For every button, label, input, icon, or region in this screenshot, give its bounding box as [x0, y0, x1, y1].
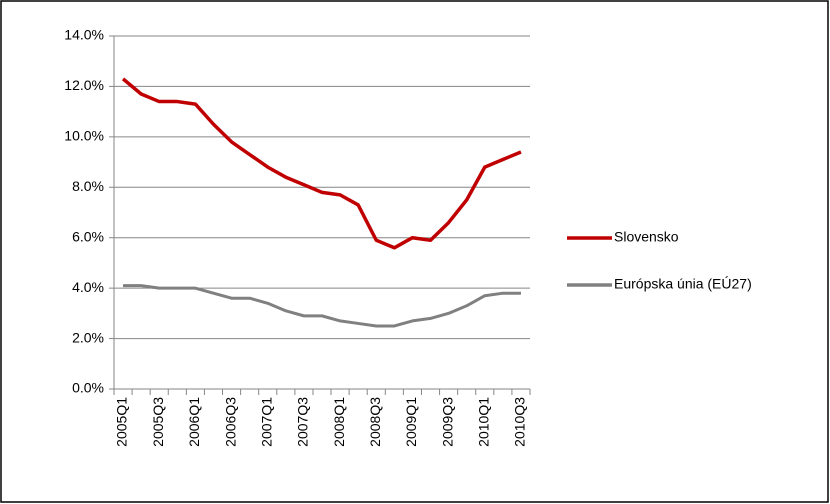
x-tick-label: 2010Q1	[475, 397, 491, 447]
legend-label: Európska únia (EÚ27)	[614, 276, 752, 292]
x-tick-label: 2005Q3	[150, 397, 166, 447]
series-line	[123, 284, 521, 328]
y-tick-label: 12.0%	[64, 77, 104, 93]
legend-label: Slovensko	[614, 229, 679, 245]
x-tick-label: 2006Q3	[222, 397, 238, 447]
y-tick-label: 0.0%	[72, 380, 104, 396]
y-tick-label: 4.0%	[72, 279, 104, 295]
series-line	[121, 77, 522, 250]
x-tick-label: 2006Q1	[186, 397, 202, 447]
y-tick-label: 14.0%	[64, 27, 104, 43]
x-tick-label: 2009Q3	[439, 397, 455, 447]
y-tick-label: 6.0%	[72, 228, 104, 244]
x-tick-label: 2008Q3	[367, 397, 383, 447]
x-tick-label: 2007Q1	[258, 397, 274, 447]
x-tick-label: 2008Q1	[331, 397, 347, 447]
x-tick-label: 2010Q3	[512, 397, 528, 447]
x-tick-label: 2007Q3	[295, 397, 311, 447]
y-tick-label: 8.0%	[72, 178, 104, 194]
y-tick-label: 10.0%	[64, 128, 104, 144]
x-tick-label: 2009Q1	[403, 397, 419, 447]
x-tick-label: 2005Q1	[114, 397, 130, 447]
y-tick-label: 2.0%	[72, 329, 104, 345]
